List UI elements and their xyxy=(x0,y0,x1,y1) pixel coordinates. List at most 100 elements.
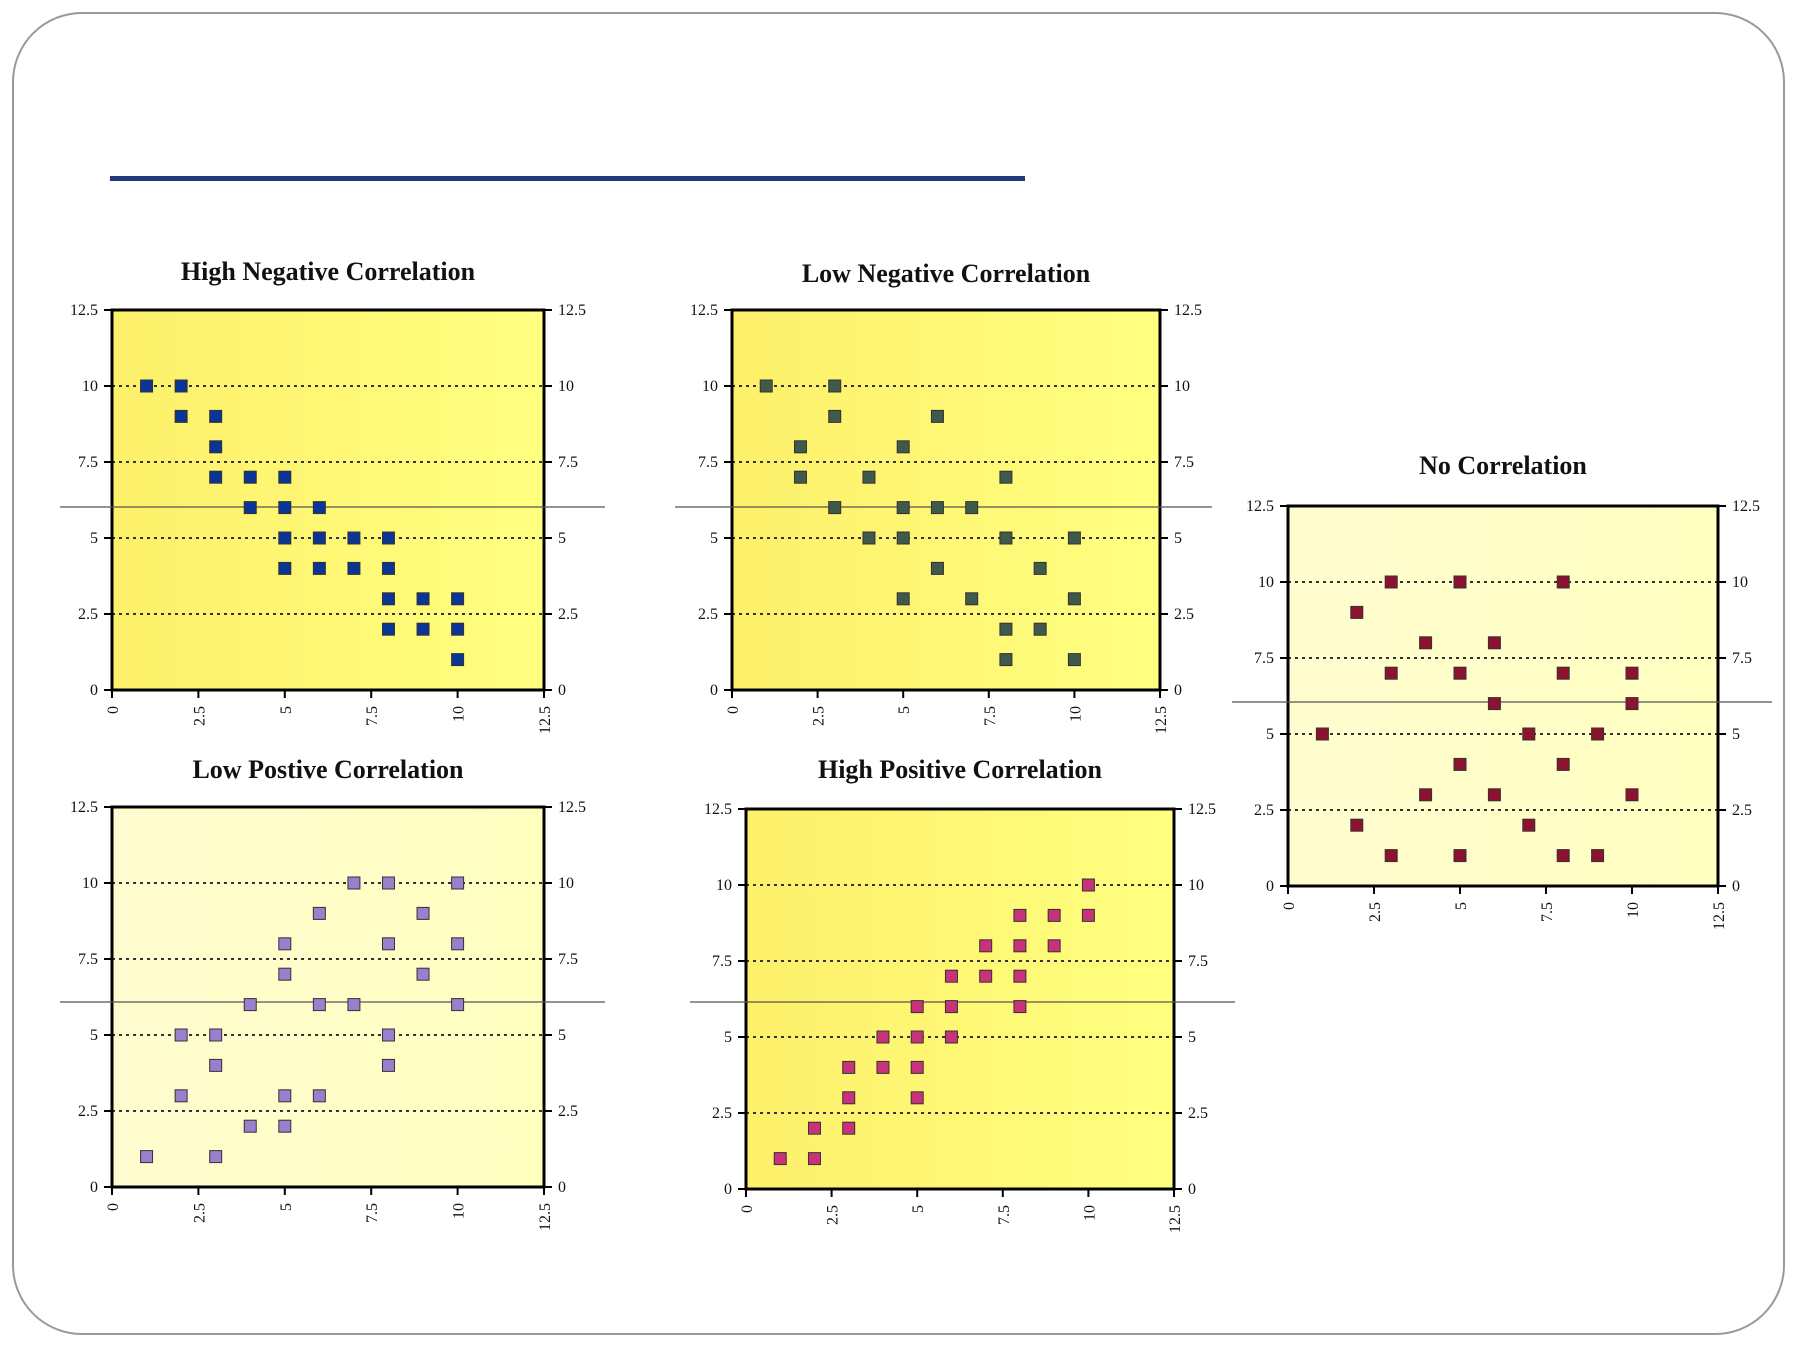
data-point xyxy=(347,876,361,890)
data-point xyxy=(278,561,292,575)
x-tick-label: 2.5 xyxy=(1367,902,1384,922)
y-tick-label: 5 xyxy=(90,530,98,547)
data-point xyxy=(1453,849,1467,863)
y-tick-label: 12.5 xyxy=(690,302,718,319)
y-tick-label: 2.5 xyxy=(698,606,718,623)
data-point xyxy=(243,501,257,515)
y-tick-label: 2.5 xyxy=(78,1103,98,1120)
y-tick-label-right: 2.5 xyxy=(1174,606,1194,623)
data-point xyxy=(1350,818,1364,832)
data-point xyxy=(174,1028,188,1042)
data-point xyxy=(381,622,395,636)
y-tick-label: 0 xyxy=(1266,878,1274,895)
data-point xyxy=(312,1089,326,1103)
data-point xyxy=(1384,575,1398,589)
x-tick-label: 12.5 xyxy=(1167,1205,1184,1233)
plot-area xyxy=(112,310,544,690)
data-point xyxy=(312,906,326,920)
data-point xyxy=(1487,788,1501,802)
y-tick-label: 7.5 xyxy=(1254,650,1274,667)
y-tick-label-right: 10 xyxy=(558,378,574,395)
data-point xyxy=(278,470,292,484)
data-point xyxy=(759,379,773,393)
y-tick-label: 0 xyxy=(90,682,98,699)
data-point xyxy=(930,409,944,423)
data-point xyxy=(278,1119,292,1133)
x-tick-label: 12.5 xyxy=(1711,902,1728,930)
data-point xyxy=(999,470,1013,484)
data-point xyxy=(1556,575,1570,589)
data-point xyxy=(451,937,465,951)
data-point xyxy=(381,1058,395,1072)
y-tick-label-right: 12.5 xyxy=(558,302,586,319)
y-tick-label: 7.5 xyxy=(78,454,98,471)
y-tick-label-right: 7.5 xyxy=(558,951,578,968)
y-tick-label: 2.5 xyxy=(78,606,98,623)
x-tick-label: 0 xyxy=(739,1205,756,1213)
data-point xyxy=(451,876,465,890)
data-point xyxy=(209,409,223,423)
y-tick-label: 5 xyxy=(90,1027,98,1044)
title-underline xyxy=(110,176,1025,181)
data-point xyxy=(416,592,430,606)
data-point xyxy=(842,1060,856,1074)
data-point xyxy=(278,967,292,981)
data-point xyxy=(312,501,326,515)
data-point xyxy=(1013,969,1027,983)
x-tick-label: 7.5 xyxy=(982,706,999,726)
x-tick-label: 0 xyxy=(105,706,122,714)
data-point xyxy=(793,470,807,484)
data-point xyxy=(862,470,876,484)
data-point xyxy=(347,531,361,545)
y-tick-label: 7.5 xyxy=(698,454,718,471)
data-point xyxy=(979,969,993,983)
data-point xyxy=(1487,697,1501,711)
data-point xyxy=(416,906,430,920)
data-point xyxy=(1625,666,1639,680)
data-point xyxy=(930,501,944,515)
x-tick-label: 10 xyxy=(451,706,468,722)
data-point xyxy=(910,1091,924,1105)
data-point xyxy=(140,379,154,393)
x-tick-label: 0 xyxy=(105,1203,122,1211)
y-tick-label: 5 xyxy=(724,1029,732,1046)
y-tick-label: 2.5 xyxy=(1254,802,1274,819)
data-point xyxy=(1013,939,1027,953)
data-point xyxy=(278,937,292,951)
y-tick-label-right: 0 xyxy=(1174,682,1182,699)
data-point xyxy=(910,1060,924,1074)
data-point xyxy=(1419,636,1433,650)
data-point xyxy=(1522,818,1536,832)
data-point xyxy=(209,1058,223,1072)
data-point xyxy=(1384,849,1398,863)
data-point xyxy=(1047,908,1061,922)
data-point xyxy=(807,1152,821,1166)
data-point xyxy=(451,592,465,606)
data-point xyxy=(243,1119,257,1133)
data-point xyxy=(1315,727,1329,741)
y-tick-label-right: 10 xyxy=(1732,574,1748,591)
y-tick-label: 0 xyxy=(90,1179,98,1196)
data-point xyxy=(944,1000,958,1014)
data-point xyxy=(416,622,430,636)
data-point xyxy=(1522,727,1536,741)
data-point xyxy=(1081,878,1095,892)
y-tick-label-right: 10 xyxy=(1174,378,1190,395)
data-point xyxy=(910,1000,924,1014)
data-point xyxy=(910,1030,924,1044)
x-tick-label: 10 xyxy=(451,1203,468,1219)
data-point xyxy=(209,440,223,454)
data-point xyxy=(862,531,876,545)
y-tick-label: 12.5 xyxy=(70,799,98,816)
x-tick-label: 10 xyxy=(1081,1205,1098,1221)
data-point xyxy=(896,592,910,606)
plot-frame xyxy=(1286,504,1720,888)
data-point xyxy=(1591,727,1605,741)
y-tick-label-right: 12.5 xyxy=(558,799,586,816)
y-tick-label-right: 2.5 xyxy=(558,1103,578,1120)
y-tick-label-right: 5 xyxy=(1174,530,1182,547)
chart-title: No Correlation xyxy=(1419,451,1587,480)
